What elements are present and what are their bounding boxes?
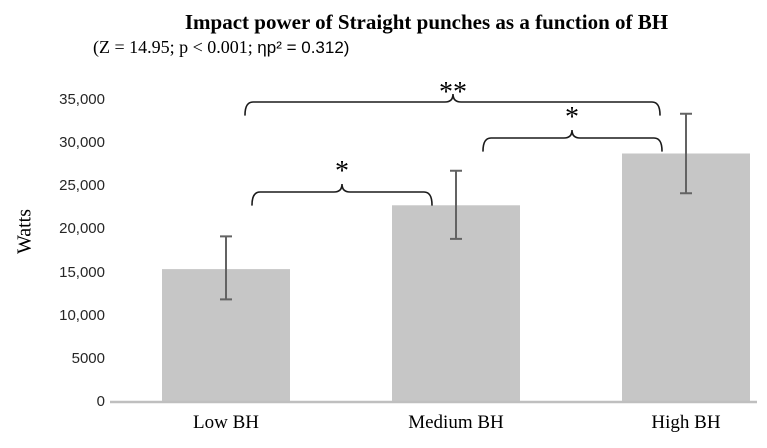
error-bar-high-bh [680, 112, 692, 195]
y-tick-5000: 5000 [71, 349, 105, 367]
y-tick-15000: 15,000 [59, 263, 105, 281]
chart-title: Impact power of Straight punches as a fu… [184, 10, 669, 34]
x-label-medium-bh: Medium BH [408, 412, 504, 433]
y-tick-25000: 25,000 [59, 177, 105, 195]
x-label-low-bh: Low BH [193, 412, 259, 433]
error-bar-low-bh [220, 235, 232, 301]
y-tick-0: 0 [96, 393, 105, 410]
subtitle-stats-eta-squared: ηp² = 0.312) [257, 38, 350, 57]
bar-high-bh [622, 153, 750, 403]
subtitle-stats-z-p: (Z = 14.95; p < 0.001; [93, 37, 258, 57]
significance-label-2: * [565, 102, 579, 133]
y-tick-10000: 10,000 [59, 306, 105, 324]
significance-label-1: * [335, 156, 349, 187]
significance-bracket-2 [482, 129, 663, 152]
x-label-high-bh: High BH [651, 412, 721, 433]
error-bar-medium-bh [450, 169, 462, 240]
y-tick-20000: 20,000 [59, 220, 105, 238]
chart-subtitle: (Z = 14.95; p < 0.001; ηp² = 0.312) [93, 37, 349, 58]
significance-label-3: ** [439, 77, 467, 108]
y-tick-35000: 35,000 [59, 91, 105, 108]
y-tick-30000: 30,000 [59, 134, 105, 152]
significance-bracket-1 [251, 183, 433, 206]
significance-bracket-3 [244, 93, 661, 116]
